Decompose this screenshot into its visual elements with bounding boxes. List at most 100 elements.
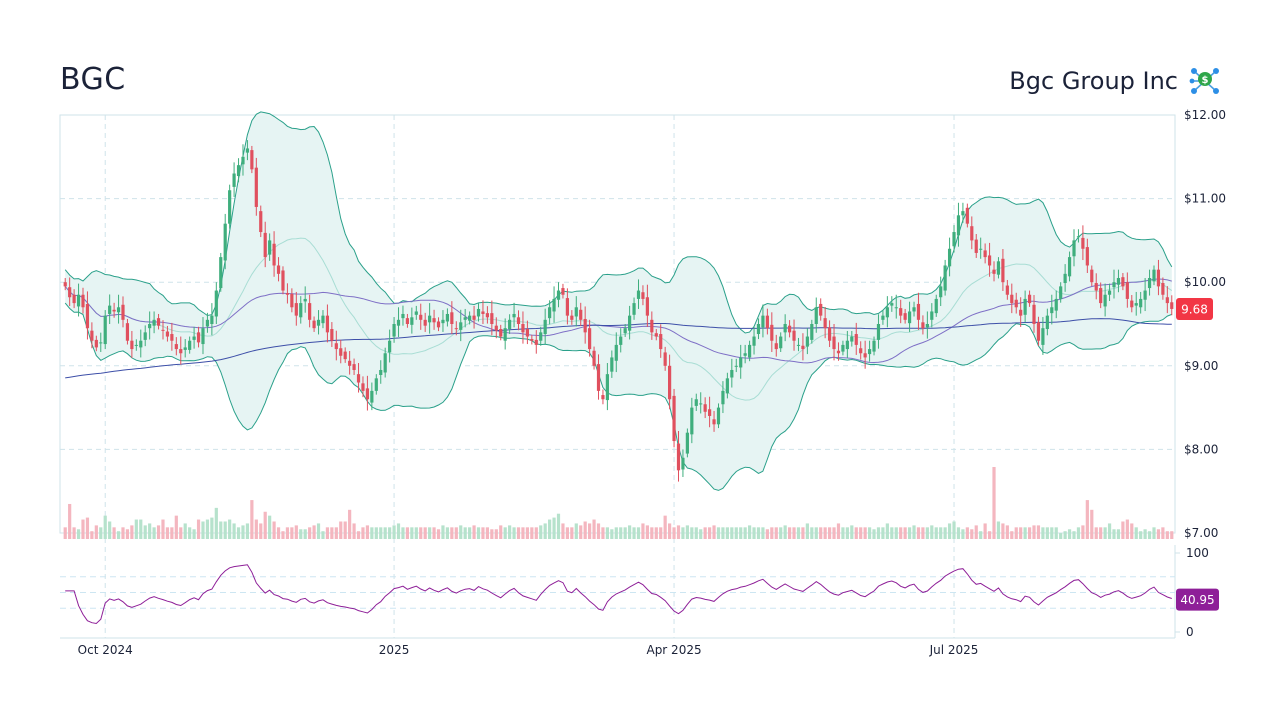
candle-body <box>565 298 569 316</box>
candle-body <box>90 330 94 341</box>
candle-body <box>254 167 258 207</box>
volume-bar <box>783 525 787 539</box>
candle-body <box>721 390 725 405</box>
volume-bar <box>1001 523 1005 539</box>
volume-bar <box>574 523 578 539</box>
volume-bar <box>943 527 947 539</box>
volume-bar <box>343 521 347 539</box>
candle-body <box>148 324 152 329</box>
candle-body <box>1019 309 1023 316</box>
candle-body <box>952 232 956 247</box>
volume-bar <box>685 525 689 539</box>
volume-bar <box>1134 527 1138 539</box>
volume-bar <box>792 527 796 539</box>
volume-bar <box>1170 531 1174 539</box>
candle-body <box>210 315 214 324</box>
candle-body <box>259 211 263 233</box>
candle-body <box>348 360 352 366</box>
candle-body <box>321 315 325 324</box>
volume-bar <box>392 525 396 539</box>
volume-bar <box>1019 527 1023 539</box>
volume-bar <box>668 523 672 539</box>
candle-body <box>614 344 618 361</box>
y-tick-label: $11.00 <box>1184 192 1226 206</box>
volume-bar <box>579 525 583 539</box>
volume-bar <box>561 523 565 539</box>
candle-body <box>116 307 121 313</box>
candle-body <box>916 303 921 320</box>
candle-body <box>1156 269 1161 287</box>
candle-body <box>899 308 903 316</box>
volume-bar <box>179 527 183 539</box>
volume-bar <box>352 523 356 539</box>
candle-body <box>703 404 707 412</box>
volume-bar <box>1130 523 1134 539</box>
company-name: Bgc Group Inc <box>1009 67 1178 95</box>
volume-bar <box>1085 500 1089 539</box>
candle-body <box>836 350 841 354</box>
volume-bar <box>1161 527 1165 539</box>
candle-body <box>859 348 863 354</box>
candle-body <box>623 328 627 334</box>
volume-bar <box>223 521 227 539</box>
candle-body <box>690 407 694 435</box>
candle-body <box>694 399 698 406</box>
volume-bar <box>645 525 649 539</box>
candle-body <box>223 223 227 261</box>
candle-body <box>1161 283 1165 295</box>
volume-bar <box>503 527 507 539</box>
volume-bar <box>330 527 334 539</box>
volume-bar <box>934 527 938 539</box>
candle-body <box>592 350 596 366</box>
candle-body <box>974 239 978 253</box>
candle-body <box>63 282 67 287</box>
volume-bar <box>663 515 667 539</box>
candle-body <box>774 343 778 350</box>
candle-body <box>1014 299 1018 308</box>
volume-bar <box>339 521 343 539</box>
candle-body <box>250 150 254 170</box>
volume-bar <box>859 527 863 539</box>
candle-body <box>588 328 592 350</box>
candle-body <box>712 419 716 425</box>
candle-body <box>1005 285 1009 295</box>
candle-body <box>1121 277 1125 287</box>
volume-bar <box>974 525 978 539</box>
volume-bar <box>205 519 210 539</box>
candle-body <box>485 313 490 318</box>
candle-body <box>236 165 241 177</box>
candle-body <box>312 320 316 329</box>
volume-bar <box>770 527 774 539</box>
volume-bar <box>388 527 392 539</box>
volume-bar <box>619 527 623 539</box>
candle-body <box>316 319 321 326</box>
candle-body <box>845 340 849 350</box>
volume-bar <box>245 523 250 539</box>
candle-body <box>699 403 703 405</box>
candle-body <box>419 314 423 320</box>
volume-bar <box>628 525 632 539</box>
candle-body <box>285 293 290 295</box>
volume-bar <box>1147 531 1152 539</box>
volume-bar <box>1156 529 1161 539</box>
volume-bar <box>1116 529 1121 539</box>
candle-body <box>1165 297 1169 304</box>
candle-body <box>290 293 294 308</box>
rsi-tick-label: 0 <box>1186 625 1194 639</box>
candle-body <box>205 319 210 327</box>
volume-bar <box>596 523 601 539</box>
candle-body <box>303 298 307 302</box>
candle-body <box>1139 298 1143 308</box>
volume-bar <box>570 527 574 539</box>
candle-body <box>428 315 432 323</box>
volume-bar <box>1152 527 1156 539</box>
candle-body <box>161 329 165 331</box>
volume-bar <box>930 525 934 539</box>
candle-body <box>1076 236 1081 238</box>
candle-body <box>192 336 196 340</box>
volume-bar <box>125 529 130 539</box>
volume-bar <box>774 527 778 539</box>
candle-body <box>792 330 796 341</box>
y-tick-label: $7.00 <box>1184 526 1218 540</box>
